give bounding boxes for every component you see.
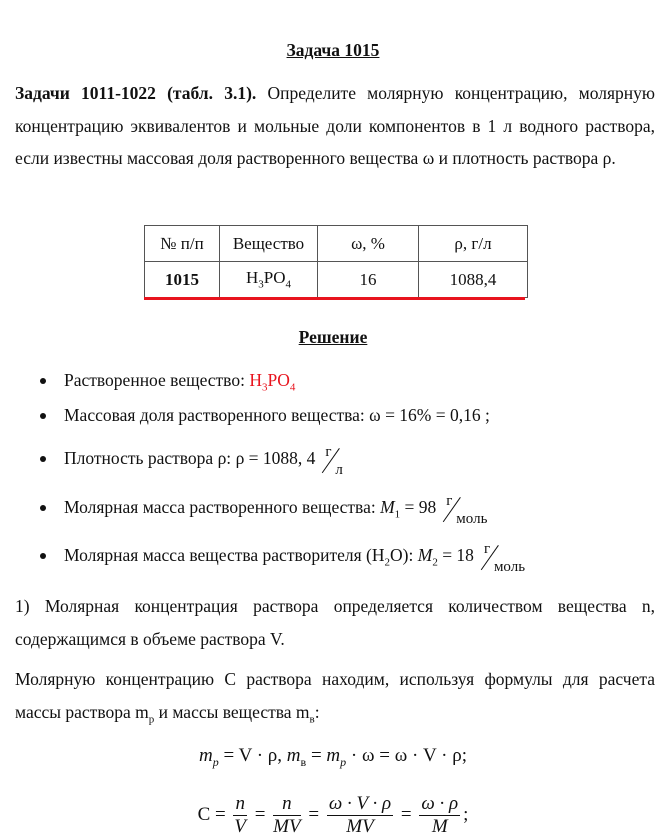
substance-formula: H3PO4 [249, 370, 296, 394]
bullet-icon [40, 505, 46, 511]
bullet-icon [40, 413, 46, 419]
header-omega: ω, % [317, 225, 419, 262]
header-num: № п/п [144, 225, 220, 262]
cell-substance: H3PO4 [219, 261, 318, 298]
problem-text: Определите молярную концентрацию, молярн… [15, 83, 655, 168]
bullet-icon [40, 378, 46, 384]
header-substance: Вещество [219, 225, 318, 262]
table-row: 1015 H3PO4 16 1088,4 [144, 261, 528, 298]
solution-title: Решение [298, 327, 368, 347]
cell-num: 1015 [144, 261, 220, 298]
paragraph-1: 1) Молярная концентрация раствора опреде… [15, 596, 655, 649]
problem-title: Задача 1015 [286, 40, 380, 60]
table-underline [144, 297, 525, 300]
formula-mass: mp = V · ρ, mв = mp · ω = ω · V · ρ; [198, 745, 467, 769]
density-formula: ρ = 1088, 4 [235, 448, 316, 468]
header-rho: ρ, г/л [418, 225, 528, 262]
bullet-icon [40, 553, 46, 559]
cell-rho: 1088,4 [418, 261, 528, 298]
cell-omega: 16 [317, 261, 419, 298]
paragraph-2: Молярную концентрацию C раствора находим… [15, 669, 655, 725]
mass-fraction-formula: ω = 16% = 0,16 [369, 405, 481, 425]
problem-range: Задачи 1011-1022 (табл. 3.1). [15, 83, 257, 103]
table-header-row: № п/п Вещество ω, % ρ, г/л [144, 225, 528, 262]
problem-statement: Задачи 1011-1022 (табл. 3.1). Определите… [15, 77, 655, 175]
data-table: № п/п Вещество ω, % ρ, г/л 1015 H3PO4 16… [144, 225, 528, 298]
bullet-icon [40, 456, 46, 462]
